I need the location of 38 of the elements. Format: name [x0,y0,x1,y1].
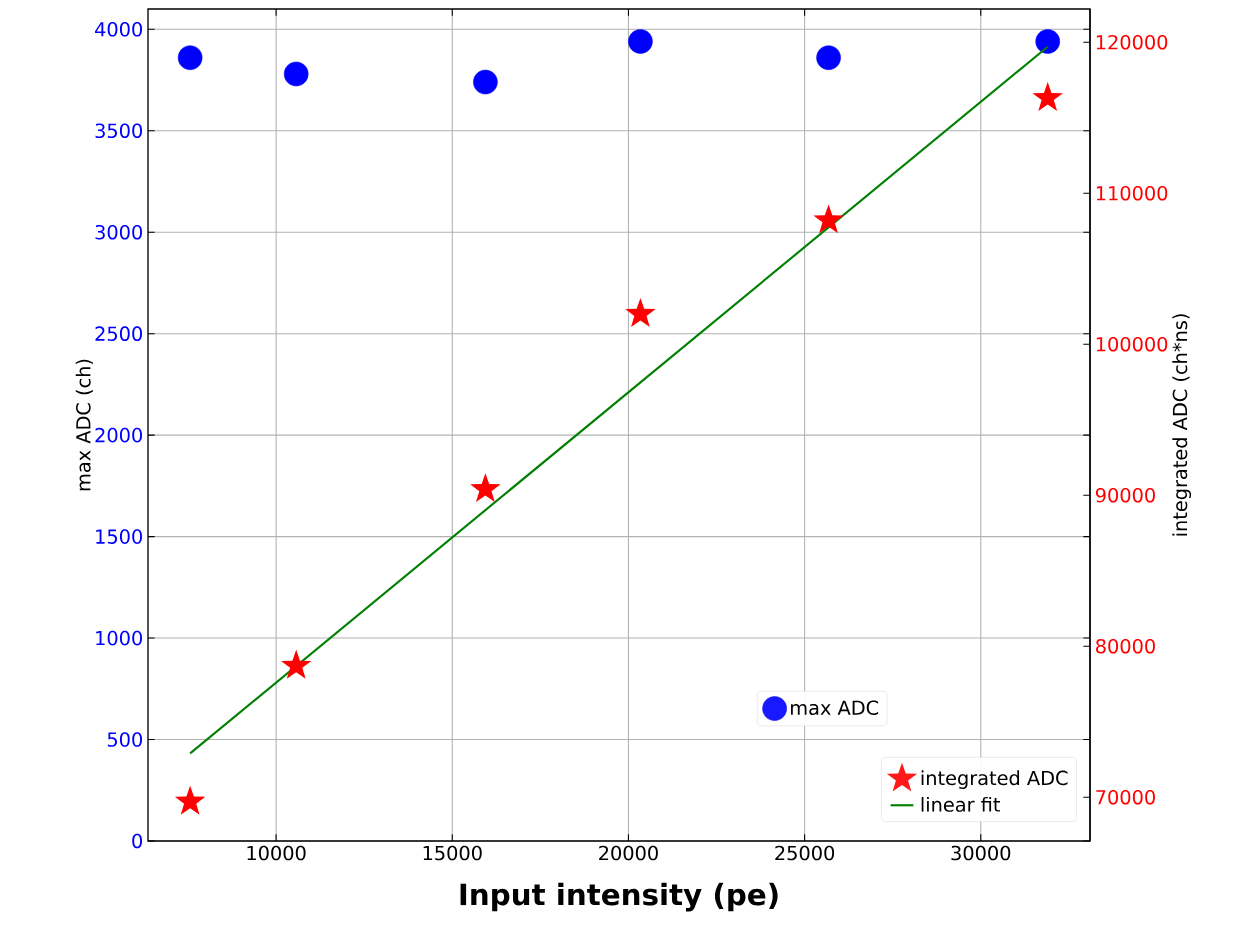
point [628,29,653,54]
y-tick-label: 2500 [95,326,142,341]
x-tick-label: 15000 [423,845,482,861]
legend-label: max ADC [791,700,879,716]
point [177,45,203,70]
y2-tick-label: 120000 [1096,34,1168,50]
y2-axis-title: integrated ADC (ch*ns) [1172,314,1192,536]
y-tick-label: 3500 [95,123,142,139]
x-tick-label: 30000 [951,845,1011,861]
y-tick-label: 0 [132,833,143,849]
point [470,473,501,503]
point [174,785,206,815]
y2-tick-label: 90000 [1095,487,1155,503]
point [625,298,656,327]
y-axis-title: max ADC (ch) [75,359,93,491]
y2-tick-label: 70000 [1096,789,1155,805]
point [280,649,312,679]
y-tick-label: 500 [107,732,142,747]
x-tick-label: 20000 [599,845,658,861]
legend-label: integrated ADC [921,770,1068,789]
y2-tick-label: 110000 [1096,185,1168,201]
y-tick-label: 2000 [95,427,142,443]
x-axis-title: Input intensity (pe) [460,882,778,912]
point [473,69,498,95]
y-tick-label: 1500 [96,529,142,544]
y2-tick-label: 100000 [1096,336,1168,352]
y-tick-label: 4000 [95,21,142,37]
point [816,45,841,70]
y-tick-label: 3000 [95,224,142,240]
legend-label: linear fit [921,796,1000,812]
x-tick-label: 10000 [247,845,306,861]
point [283,61,309,87]
y-tick-label: 1000 [96,630,142,646]
x-tick-label: 25000 [775,845,835,861]
y2-tick-label: 80000 [1096,638,1155,654]
point [813,204,844,234]
point [1032,82,1063,112]
point [1035,29,1060,54]
